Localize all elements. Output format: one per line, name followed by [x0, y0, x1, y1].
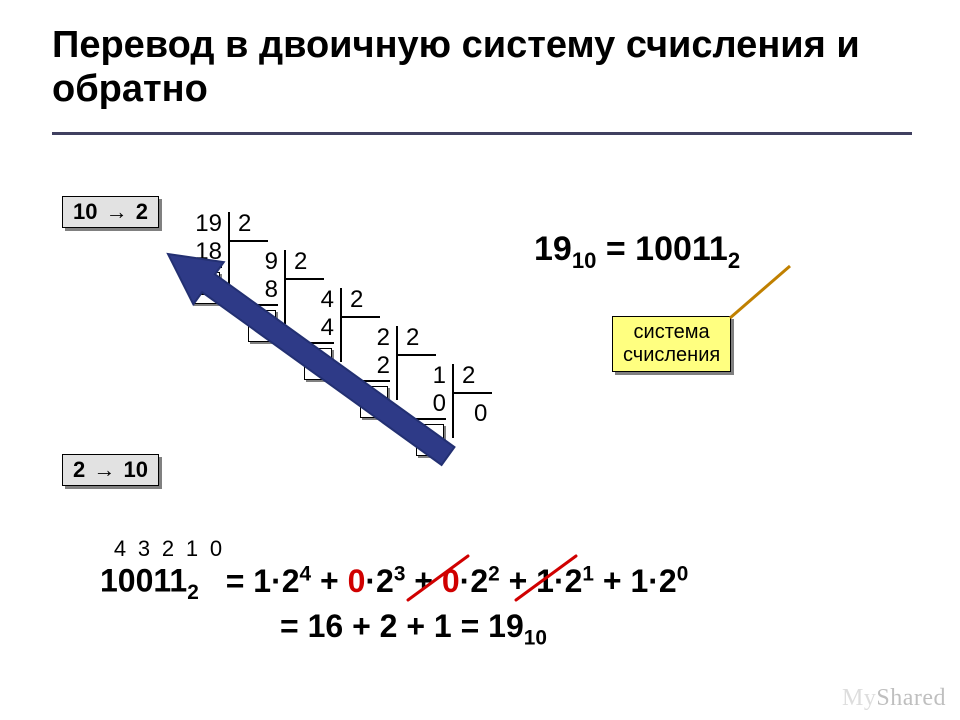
division-number: 2 [377, 352, 390, 380]
division-number: 0 [433, 390, 446, 418]
exp-coef: 0 [442, 563, 460, 599]
exp-base2: 2 [376, 563, 394, 599]
conversion-result: 1910 = 100112 [534, 230, 740, 274]
exp-base: 2 [187, 581, 199, 604]
division-rule [228, 240, 268, 242]
division-number: 4 [321, 286, 334, 314]
exp-coef: 1 [630, 563, 648, 599]
remainder-box: 0 [304, 348, 332, 380]
exp-dot: · [365, 563, 376, 599]
division-number: 2 [377, 324, 390, 352]
result-lhs-base: 10 [572, 248, 597, 273]
exp-term: 1·21 [536, 563, 594, 599]
exp2-eq2: = [452, 608, 488, 644]
division-rule [228, 212, 230, 286]
division-number: 19 [195, 210, 222, 238]
exp-plus: + [594, 563, 630, 599]
exp-coef: 0 [348, 563, 366, 599]
division-rule [340, 288, 342, 362]
division-rule [298, 342, 334, 344]
division-number: 2 [294, 248, 307, 276]
exp-plus: + [405, 563, 441, 599]
remainder-box: 0 [360, 386, 388, 418]
position-label: 4 [108, 536, 132, 562]
watermark-part1: My [842, 685, 876, 711]
exp-coef: 1 [536, 563, 554, 599]
exp-dot: · [554, 563, 565, 599]
exp-term: 1·20 [630, 563, 688, 599]
division-rule [452, 392, 492, 394]
division-rule [340, 316, 380, 318]
division-rule [396, 326, 398, 400]
exp-dot: · [648, 563, 659, 599]
division-number: 0 [474, 400, 487, 428]
callout-number-system: система счисления [612, 316, 731, 372]
exp-pow: 4 [300, 562, 312, 585]
exp-base2: 2 [282, 563, 300, 599]
exp-dot: · [460, 563, 471, 599]
position-label: 1 [180, 536, 204, 562]
exp-pow: 0 [677, 562, 689, 585]
division-number: 2 [462, 362, 475, 390]
exp-base2: 2 [565, 563, 583, 599]
slide-root: Перевод в двоичную систему счисления и о… [0, 0, 960, 720]
division-rule [242, 304, 278, 306]
exp-term: 0·23 [348, 563, 406, 599]
result-eq: = [596, 230, 635, 268]
exp2-base: 10 [524, 626, 547, 649]
division-rule [452, 364, 454, 438]
division-number: 2 [406, 324, 419, 352]
exp-term: 0·22 [442, 563, 500, 599]
division-rule [410, 418, 446, 420]
division-number: 2 [238, 210, 251, 238]
result-lhs-num: 19 [534, 230, 572, 268]
watermark: MyShared [842, 685, 946, 712]
exp-plus: + [311, 563, 347, 599]
remainder-box: 1 [192, 272, 220, 304]
division-rule [284, 250, 286, 324]
exp-dot: · [271, 563, 282, 599]
exp-base2: 2 [470, 563, 488, 599]
exp-eq: = [199, 563, 253, 599]
division-number: 2 [350, 286, 363, 314]
division-number: 8 [265, 276, 278, 304]
exp2-sum: 16 + 2 + 1 [308, 608, 452, 644]
exp2-num: 19 [488, 608, 524, 644]
remainder-box: 1 [248, 310, 276, 342]
position-label: 2 [156, 536, 180, 562]
binary-expansion: 100112 = 1·24 + 0·23 + 0·22 + 1·21 + 1·2… [100, 562, 688, 605]
exp-num: 10011 [100, 563, 187, 599]
division-number: 18 [195, 238, 222, 266]
exp-pow: 1 [582, 562, 594, 585]
remainder-box: 1 [416, 424, 444, 456]
division-number: 1 [433, 362, 446, 390]
division-rule [186, 266, 222, 268]
callout-line1: система [634, 321, 710, 343]
division-rule [284, 278, 324, 280]
exp-pow: 2 [488, 562, 500, 585]
position-label: 0 [204, 536, 228, 562]
position-label: 3 [132, 536, 156, 562]
exp-pow: 3 [394, 562, 406, 585]
exp2-eq: = [280, 608, 308, 644]
exp-base2: 2 [659, 563, 677, 599]
watermark-part2: Shared [876, 685, 946, 711]
division-number: 9 [265, 248, 278, 276]
position-labels: 43210 [108, 536, 228, 562]
division-number: 4 [321, 314, 334, 342]
exp-term: 1·24 [253, 563, 311, 599]
division-rule [396, 354, 436, 356]
exp-plus: + [500, 563, 536, 599]
binary-expansion-sum: = 16 + 2 + 1 = 1910 [280, 608, 547, 650]
exp-coef: 1 [253, 563, 271, 599]
division-rule [354, 380, 390, 382]
result-rhs-base: 2 [728, 248, 740, 273]
callout-line2: счисления [623, 344, 720, 366]
result-rhs-num: 10011 [635, 230, 728, 268]
